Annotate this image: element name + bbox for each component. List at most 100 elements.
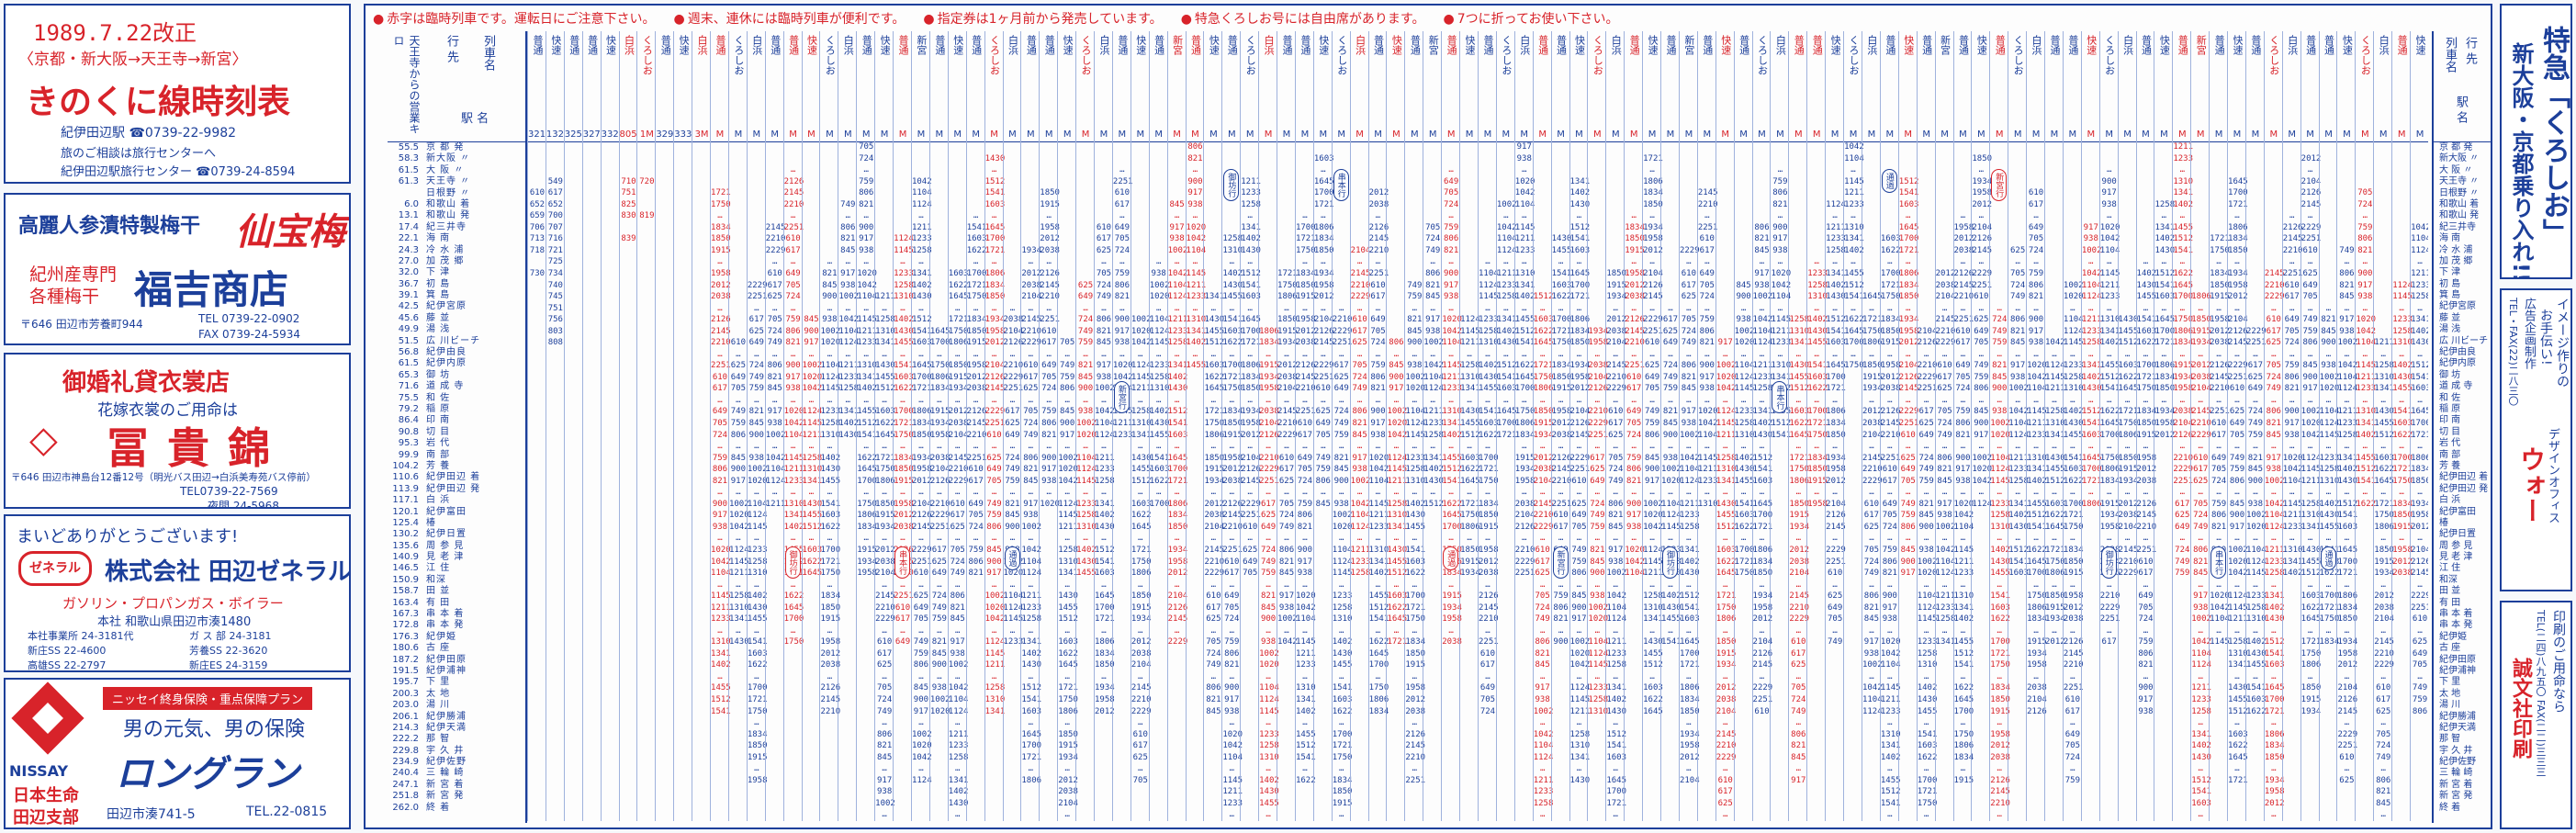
time-cell: … xyxy=(955,395,961,405)
time-cell: … xyxy=(2088,257,2094,267)
time-cell: 2012 xyxy=(1040,234,1060,244)
time-cell: 1541 xyxy=(1752,465,1773,475)
time-cell: 1124 xyxy=(1003,602,1024,613)
time-cell: … xyxy=(1539,395,1546,405)
time-cell: 2145 xyxy=(1040,280,1060,290)
time-cell: 625 xyxy=(2010,245,2026,255)
time-cell: 1042 xyxy=(2228,568,2248,579)
train-column: 1002… 1042 1104 1124… 1211 1233 1258… 1341 1402 1… xyxy=(1495,141,1517,821)
time-cell: 1211 xyxy=(2282,511,2303,521)
time-cell: 1020 xyxy=(1880,637,1901,647)
time-cell: 806 xyxy=(1571,568,1587,579)
station-name: 天王寺 〃 xyxy=(426,176,471,187)
time-cell: 649 xyxy=(1644,372,1660,382)
time-cell: 1430 xyxy=(2245,648,2267,659)
time-cell: … xyxy=(1941,349,1948,359)
train-kind: 快速 xyxy=(879,35,892,55)
time-cell: 1310 xyxy=(1789,326,1810,336)
time-cell: 1541 xyxy=(1826,326,1846,336)
time-cell: 1233 xyxy=(1167,326,1188,336)
time-cell: … xyxy=(2052,488,2057,498)
time-cell: … xyxy=(1631,442,1637,452)
time-cell: 938 xyxy=(1626,522,1642,532)
time-cell: … xyxy=(1064,488,1070,498)
time-cell: 1310 xyxy=(1387,511,1408,521)
time-cell: … xyxy=(1960,395,1966,405)
time-cell: 749 xyxy=(1827,637,1843,647)
note-3: 指定券は1ヶ月前から発売しています。 xyxy=(923,9,1163,28)
time-cell: … xyxy=(2198,671,2203,681)
train-column: … 938 1002 1020… 1104 1124 1145… 1233 1258 1310… 1… xyxy=(1148,141,1169,821)
time-cell: … xyxy=(2234,442,2240,452)
time-cell: 900 xyxy=(1590,568,1605,579)
time-cell: 1104 xyxy=(1752,326,1773,336)
time-cell: 900 xyxy=(859,222,874,232)
right-station-row: 周 参 見 xyxy=(2439,540,2473,551)
time-cell: 749 xyxy=(1900,499,1916,509)
time-cell: 917 xyxy=(1224,695,1240,705)
time-cell: 1455 xyxy=(894,338,914,348)
time-cell: 2145 xyxy=(1533,499,1554,509)
time-cell: 1002 xyxy=(1935,522,1956,532)
train-column-header: くろしお M xyxy=(2098,31,2119,141)
time-cell: 2126 xyxy=(1479,591,1499,602)
time-cell: 1915 xyxy=(1953,775,1974,785)
station-row: 79.2 稲 原 xyxy=(388,404,525,415)
time-cell: 1211 xyxy=(2099,280,2120,290)
kuroshio-headline-box: 特急「くろしお」 新大阪・京都乗り入れ!! xyxy=(2500,4,2572,279)
time-cell: 1934 xyxy=(1569,361,1591,371)
time-cell: 1750 xyxy=(1277,280,1298,290)
time-cell: 1258 xyxy=(1241,199,1261,209)
time-cell: … xyxy=(2070,303,2075,313)
time-cell: 617 xyxy=(1206,602,1221,613)
time-cell: 1541 xyxy=(1953,660,1974,670)
train-column: 2012 2038 2104… 2145 2210 2229… 610 617 625… 705 7… xyxy=(1934,141,1956,821)
time-cell: 1002 xyxy=(2245,511,2267,521)
time-cell: … xyxy=(1229,488,1234,498)
time-cell: 938 xyxy=(2028,338,2044,348)
time-cell: 1145 xyxy=(1058,511,1078,521)
station-row: 90.8 切 目 xyxy=(388,427,525,438)
time-cell: … xyxy=(1686,718,1692,728)
station-row: 158.7 田 並 xyxy=(388,586,525,597)
train-kind: 普通 xyxy=(1153,35,1165,55)
time-cell: 1002 xyxy=(2300,407,2322,417)
train-kind: 快速 xyxy=(1208,35,1221,55)
time-cell: … xyxy=(2124,488,2131,498)
time-cell: 1258 xyxy=(2191,706,2211,716)
time-cell: 1042 xyxy=(2356,326,2377,336)
time-cell: 1020 xyxy=(1588,614,1609,625)
time-cell: 1622 xyxy=(2374,465,2394,475)
time-cell: 1211 xyxy=(728,568,749,579)
time-cell: … xyxy=(2417,395,2423,405)
time-cell: 1603 xyxy=(1551,280,1572,290)
train-column: 1721 1750… 1834 1850 1915… 1958 2012 2038… 2126 2… xyxy=(710,141,731,821)
time-cell: 1603 xyxy=(1826,338,1846,348)
time-cell: 705 xyxy=(785,280,801,290)
time-cell: 2038 xyxy=(2392,568,2413,579)
train-column-header: くろしお M xyxy=(984,31,1004,141)
time-cell: 1806 xyxy=(948,338,969,348)
station-name: 加 茂 郷 xyxy=(426,255,465,266)
time-cell: 1455 xyxy=(1368,591,1389,602)
train-column xyxy=(673,141,692,821)
train-number: M xyxy=(1483,129,1492,140)
time-cell: 1806 xyxy=(1569,315,1591,325)
time-cell: … xyxy=(2143,580,2149,590)
time-cell: 900 xyxy=(1187,176,1203,186)
time-cell: … xyxy=(1028,764,1034,774)
time-cell: 617 xyxy=(2266,326,2281,336)
right-station-row: 冷 水 浦 xyxy=(2439,244,2473,255)
time-cell: 1721 xyxy=(1460,499,1480,509)
time-cell: 917 xyxy=(1626,511,1642,521)
time-cell: 1124 xyxy=(1496,245,1517,255)
time-cell: 821 xyxy=(2010,326,2026,336)
time-cell: 1958 xyxy=(2392,545,2413,555)
time-cell: 649 xyxy=(1297,453,1313,463)
time-cell: 1233 xyxy=(2099,292,2120,302)
time-cell: 610 xyxy=(1206,591,1221,602)
time-cell: 1455 xyxy=(1442,453,1462,463)
time-cell: … xyxy=(1686,671,1692,681)
time-cell: 1455 xyxy=(711,683,731,693)
time-cell: 1455 xyxy=(2099,361,2120,371)
